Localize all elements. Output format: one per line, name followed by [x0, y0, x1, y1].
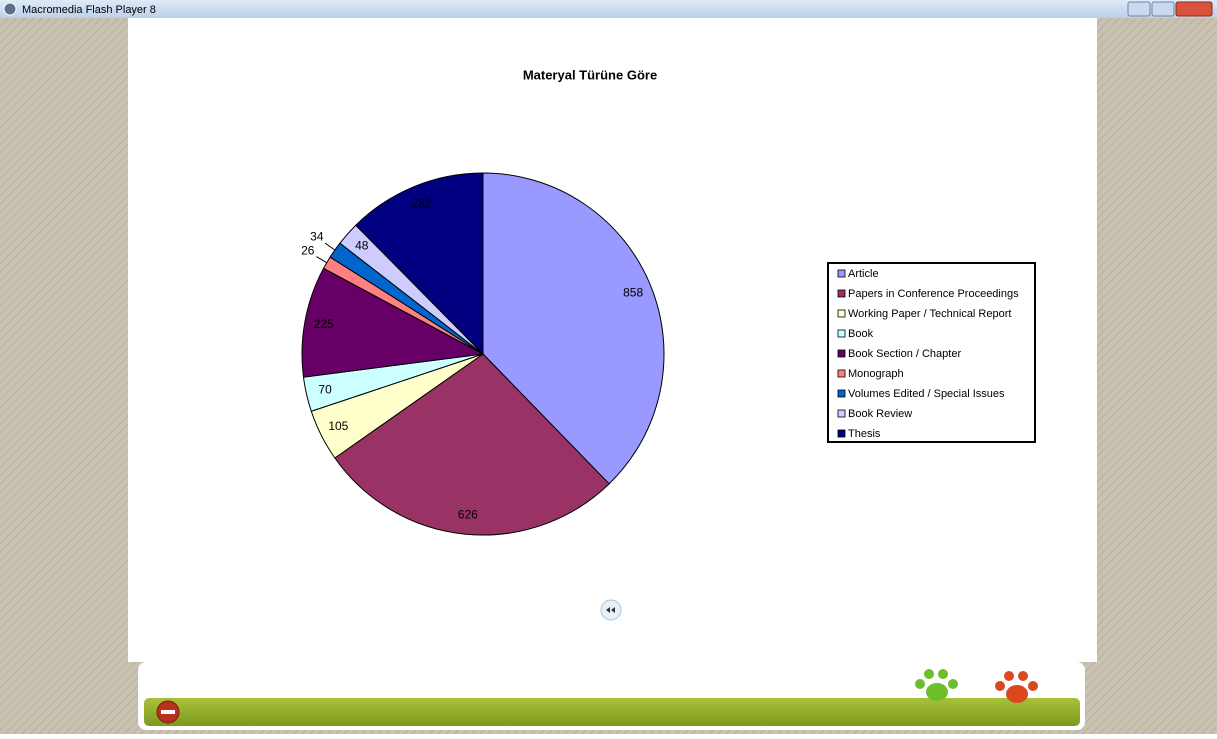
- legend-swatch: [838, 410, 845, 417]
- data-label: 282: [411, 196, 431, 210]
- footer-bar: [144, 698, 1080, 726]
- legend-swatch: [838, 330, 845, 337]
- legend-label: Book Review: [848, 408, 912, 420]
- legend-swatch: [838, 390, 845, 397]
- page: Macromedia Flash Player 8 Materyal Türün…: [0, 0, 1217, 734]
- data-label: 225: [314, 317, 334, 331]
- data-label: 105: [328, 419, 348, 433]
- legend-label: Article: [848, 268, 879, 280]
- window-title: Macromedia Flash Player 8: [22, 4, 156, 16]
- data-label: 626: [458, 507, 478, 521]
- close-button[interactable]: [1176, 2, 1212, 16]
- legend-label: Thesis: [848, 428, 881, 440]
- legend-label: Book: [848, 328, 874, 340]
- data-label: 26: [301, 244, 315, 258]
- legend-swatch: [838, 430, 845, 437]
- legend-swatch: [838, 310, 845, 317]
- legend-label: Book Section / Chapter: [848, 348, 961, 360]
- data-label: 48: [355, 239, 369, 253]
- legend-label: Working Paper / Technical Report: [848, 308, 1011, 320]
- data-label: 858: [623, 285, 643, 299]
- legend-label: Monograph: [848, 368, 904, 380]
- data-label: 34: [310, 230, 324, 244]
- legend-swatch: [838, 370, 845, 377]
- maximize-button[interactable]: [1152, 2, 1174, 16]
- legend-label: Volumes Edited / Special Issues: [848, 388, 1005, 400]
- app-icon: [4, 3, 16, 15]
- legend-swatch: [838, 270, 845, 277]
- legend-swatch: [838, 290, 845, 297]
- data-label: 70: [318, 382, 332, 396]
- chart-title: Materyal Türüne Göre: [523, 67, 657, 82]
- stop-icon: [161, 710, 175, 714]
- legend-swatch: [838, 350, 845, 357]
- minimize-button[interactable]: [1128, 2, 1150, 16]
- screen: Macromedia Flash Player 8 Materyal Türün…: [0, 0, 1217, 734]
- legend-label: Papers in Conference Proceedings: [848, 288, 1019, 300]
- title-bar: [0, 0, 1217, 18]
